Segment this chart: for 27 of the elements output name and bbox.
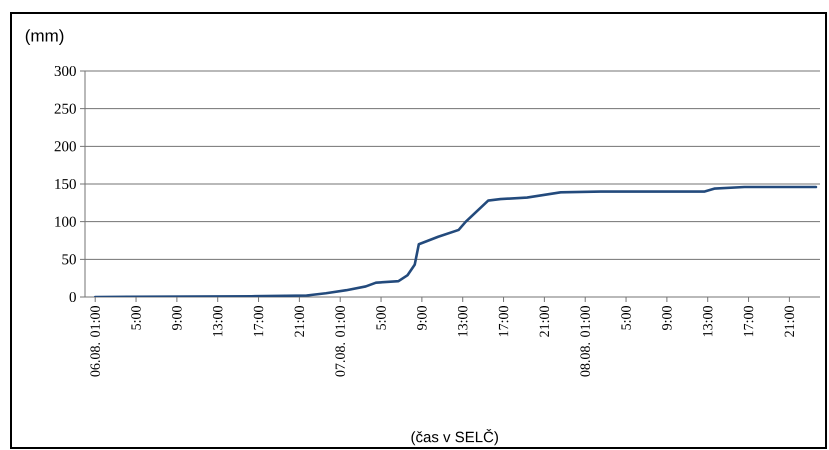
x-tick-label: 9:00 — [172, 306, 182, 330]
x-axis-title: (čas v SELČ) — [411, 429, 498, 446]
x-tick-label: 08.08. 01:00 — [580, 306, 590, 377]
x-tick-label: 5:00 — [376, 306, 386, 330]
x-tick-label: 21:00 — [540, 306, 550, 337]
y-tick-label: 150 — [55, 178, 76, 190]
y-tick-label: 50 — [62, 254, 76, 264]
y-tick-label: 100 — [55, 216, 76, 227]
x-tick-label: 07.08. 01:00 — [335, 306, 345, 377]
y-tick-label: 0 — [70, 292, 76, 302]
x-tick-label: 5:00 — [131, 306, 141, 330]
x-tick-label: 13:00 — [212, 306, 222, 336]
x-tick-label: 17:00 — [254, 306, 264, 336]
y-axis-title: (mm) — [26, 29, 64, 46]
x-tick-label: 17:00 — [498, 306, 508, 336]
y-tick-label: 200 — [54, 141, 76, 152]
x-tick-label: 13:00 — [702, 306, 712, 336]
x-tick-label: 21:00 — [294, 306, 304, 337]
x-tick-label: 21:00 — [784, 306, 794, 337]
x-tick-label: 17:00 — [744, 306, 754, 336]
x-tick-label: 5:00 — [621, 306, 631, 330]
x-tick-label: 9:00 — [417, 306, 427, 330]
y-tick-label: 300 — [54, 66, 76, 76]
x-tick-label: 06.08. 01:00 — [90, 306, 100, 377]
x-tick-label: 13:00 — [458, 306, 468, 336]
y-tick-label: 250 — [54, 104, 76, 114]
x-tick-label: 9:00 — [662, 306, 672, 330]
